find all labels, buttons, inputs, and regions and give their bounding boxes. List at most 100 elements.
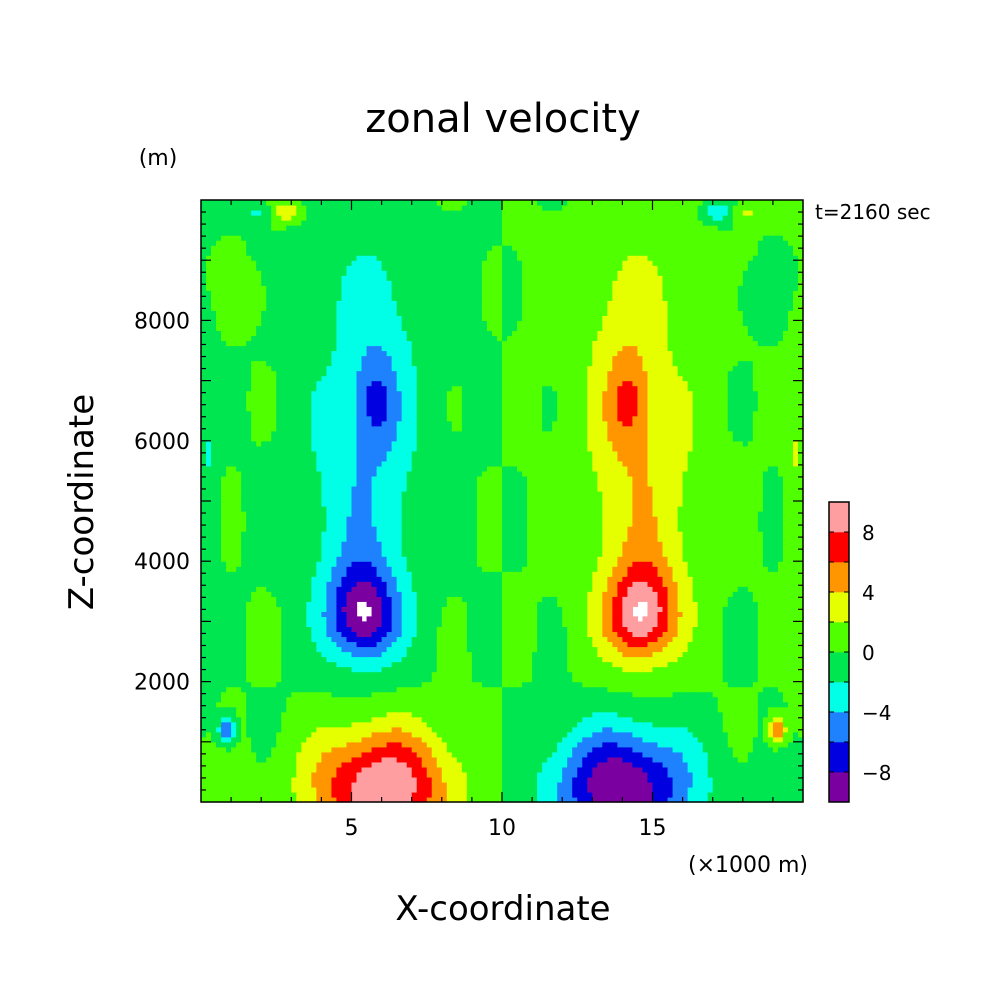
field-cell (336, 310, 343, 316)
field-cell (226, 490, 232, 497)
field-cell (201, 696, 207, 703)
field-cell (311, 691, 317, 698)
field-cell (301, 506, 307, 512)
field-cell (401, 696, 408, 703)
field-cell (301, 325, 307, 332)
field-cell (356, 395, 363, 402)
field-cell (276, 205, 282, 211)
field-cell (206, 676, 212, 683)
field-cell (346, 666, 353, 673)
field-cell (306, 415, 312, 422)
field-cell (286, 756, 292, 763)
field-cell (316, 270, 322, 276)
field-cell (311, 345, 317, 352)
field-cell (331, 676, 338, 683)
field-cell (206, 250, 212, 256)
field-cell (371, 736, 378, 743)
field-cell (256, 410, 262, 417)
field-cell (276, 210, 282, 216)
field-cell (236, 731, 242, 738)
field-cell (316, 531, 322, 537)
field-cell (406, 450, 413, 457)
field-cell (276, 651, 282, 658)
field-cell (236, 771, 242, 778)
field-cell (386, 220, 393, 226)
field-cell (381, 796, 388, 803)
field-cell (276, 370, 282, 377)
field-cell (286, 315, 292, 321)
field-cell (316, 430, 322, 437)
field-cell (221, 646, 227, 653)
field-cell (251, 681, 257, 688)
field-cell (386, 200, 393, 206)
field-cell (331, 455, 338, 462)
field-cell (211, 541, 217, 547)
field-cell (241, 270, 247, 276)
field-cell (216, 636, 222, 643)
field-cell (291, 641, 297, 648)
field-cell (231, 671, 237, 678)
field-cell (331, 425, 338, 432)
field-cell (261, 275, 267, 281)
field-cell (376, 410, 383, 417)
field-cell (276, 350, 282, 357)
field-cell (271, 681, 277, 688)
field-cell (381, 786, 388, 793)
field-cell (331, 681, 338, 688)
field-cell (281, 771, 287, 778)
field-cell (366, 551, 373, 557)
field-cell (321, 290, 328, 296)
time-label: t=2160 sec (815, 200, 931, 224)
field-cell (241, 220, 247, 226)
field-cell (241, 305, 247, 311)
field-cell (256, 671, 262, 678)
field-cell (366, 711, 373, 718)
field-cell (261, 796, 267, 803)
field-cell (351, 501, 358, 507)
field-cell (311, 425, 317, 432)
field-cell (236, 786, 242, 793)
field-cell (286, 566, 292, 572)
field-cell (211, 255, 217, 261)
field-cell (281, 616, 287, 622)
field-cell (381, 260, 388, 266)
field-cell (231, 285, 237, 291)
field-cell (301, 320, 307, 327)
field-cell (356, 691, 363, 698)
field-cell (351, 465, 358, 472)
field-cell (391, 365, 398, 372)
field-cell (406, 711, 413, 718)
field-cell (296, 506, 302, 512)
field-cell (386, 781, 393, 788)
field-cell (376, 566, 383, 572)
field-cell (266, 541, 272, 547)
field-cell (316, 330, 322, 337)
field-cell (406, 566, 413, 572)
field-cell (391, 375, 398, 382)
field-cell (316, 480, 322, 487)
field-cell (281, 571, 287, 577)
field-cell (316, 711, 322, 718)
field-cell (406, 415, 413, 422)
field-cell (261, 270, 267, 276)
field-cell (216, 390, 222, 397)
field-cell (201, 776, 207, 783)
field-cell (206, 205, 212, 211)
field-cell (261, 455, 267, 462)
field-cell (366, 325, 373, 332)
field-cell (341, 616, 348, 622)
field-cell (346, 761, 353, 768)
field-cell (266, 245, 272, 251)
field-cell (276, 275, 282, 281)
field-cell (391, 450, 398, 457)
field-cell (266, 676, 272, 683)
field-cell (256, 335, 262, 342)
field-cell (376, 365, 383, 372)
field-cell (211, 250, 217, 256)
field-cell (386, 235, 393, 241)
field-cell (206, 320, 212, 327)
field-cell (346, 260, 353, 266)
field-cell (286, 666, 292, 673)
field-cell (391, 235, 398, 241)
field-cell (316, 335, 322, 342)
